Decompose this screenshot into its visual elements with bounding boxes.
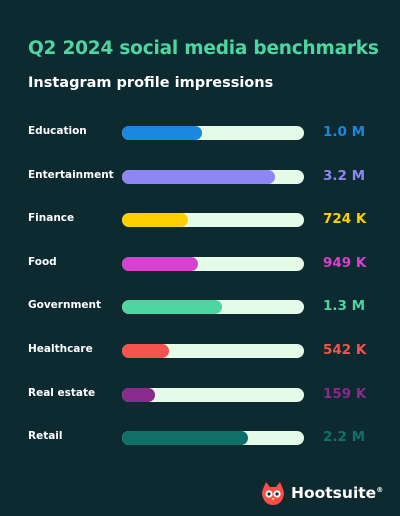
- category-label: Retail: [28, 430, 63, 442]
- value-label: 724 K: [323, 211, 367, 227]
- bar-row: Education 1.0 M: [0, 123, 400, 143]
- bar-row: Real estate 159 K: [0, 385, 400, 405]
- category-label: Government: [28, 299, 102, 311]
- chart-subtitle: Instagram profile impressions: [28, 75, 274, 91]
- bar-track: [122, 126, 304, 140]
- category-label: Healthcare: [28, 343, 93, 355]
- category-label: Food: [28, 256, 57, 268]
- bar-row: Retail 2.2 M: [0, 428, 400, 448]
- bar-track: [122, 388, 304, 402]
- bar-track: [122, 344, 304, 358]
- bar-row: Food 949 K: [0, 254, 400, 274]
- bar: [122, 300, 222, 314]
- brand-name: Hootsuite®: [291, 484, 384, 502]
- bar-track: [122, 431, 304, 445]
- category-label: Entertainment: [28, 169, 114, 181]
- value-label: 3.2 M: [323, 168, 366, 184]
- value-label: 1.0 M: [323, 124, 366, 140]
- bar-row: Government 1.3 M: [0, 297, 400, 317]
- value-label: 1.3 M: [323, 298, 366, 314]
- value-label: 159 K: [323, 386, 367, 402]
- bar: [122, 257, 198, 271]
- category-label: Real estate: [28, 387, 96, 399]
- category-label: Finance: [28, 212, 75, 224]
- bar: [122, 344, 169, 358]
- category-label: Education: [28, 125, 87, 137]
- bar: [122, 126, 202, 140]
- bar-track: [122, 300, 304, 314]
- bar-track: [122, 257, 304, 271]
- bar: [122, 170, 275, 184]
- bar-track: [122, 213, 304, 227]
- value-label: 542 K: [323, 342, 367, 358]
- bar-row: Entertainment 3.2 M: [0, 167, 400, 187]
- chart-title: Q2 2024 social media benchmarks: [28, 38, 379, 59]
- value-label: 2.2 M: [323, 429, 366, 445]
- bar-track: [122, 170, 304, 184]
- bar-row: Healthcare 542 K: [0, 341, 400, 361]
- bar: [122, 431, 248, 445]
- value-label: 949 K: [323, 255, 367, 271]
- owl-icon: [262, 482, 284, 505]
- brand-logo: Hootsuite®: [260, 480, 383, 506]
- bar: [122, 388, 155, 402]
- bar-row: Finance 724 K: [0, 210, 400, 230]
- bar: [122, 213, 188, 227]
